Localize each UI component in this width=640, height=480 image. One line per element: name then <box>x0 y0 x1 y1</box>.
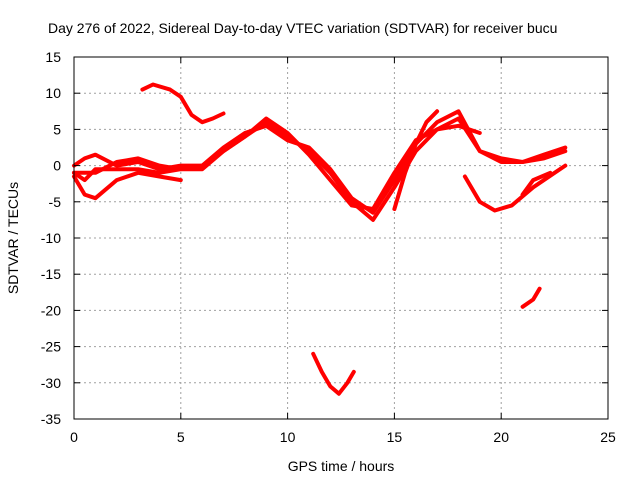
x-tick-label: 10 <box>280 429 296 445</box>
series-line-arc-5 <box>140 82 226 125</box>
data-series <box>72 82 568 396</box>
grid-lines <box>74 57 608 419</box>
y-tick-label: -30 <box>41 375 61 391</box>
x-tick-label: 25 <box>600 429 616 445</box>
y-axis-label: SDTVAR / TECUs <box>5 182 21 294</box>
y-tick-label: -25 <box>41 339 61 355</box>
series-line-arc-6 <box>392 109 440 211</box>
series-line-arc-2 <box>72 109 568 215</box>
x-tick-label: 20 <box>493 429 509 445</box>
y-tick-label: -35 <box>41 411 61 427</box>
x-tick-label: 0 <box>70 429 78 445</box>
chart-title: Day 276 of 2022, Sidereal Day-to-day VTE… <box>48 20 557 36</box>
y-tick-label: -10 <box>41 230 61 246</box>
y-tick-label: -15 <box>41 266 61 282</box>
series-line-arc-10 <box>311 351 356 396</box>
series-line-arc-3 <box>72 116 482 211</box>
y-tick-label: 15 <box>45 49 61 65</box>
x-axis-label: GPS time / hours <box>288 458 395 474</box>
y-tick-label: -20 <box>41 302 61 318</box>
y-tick-label: 10 <box>45 85 61 101</box>
x-tick-label: 5 <box>177 429 185 445</box>
series-line-arc-7 <box>462 163 568 213</box>
axis-ticks: 0 5 10 15 20 25 -35 -30 -25 -20 -15 -10 -5 0 5 10 15 <box>41 49 616 445</box>
series-line-arc-8 <box>520 170 553 197</box>
series-line-arc-9 <box>520 286 542 309</box>
series-line-arc-4 <box>72 170 183 201</box>
y-tick-label: 5 <box>53 121 61 137</box>
y-tick-label: 0 <box>53 158 61 174</box>
y-tick-label: -5 <box>49 194 62 210</box>
x-tick-label: 15 <box>387 429 403 445</box>
